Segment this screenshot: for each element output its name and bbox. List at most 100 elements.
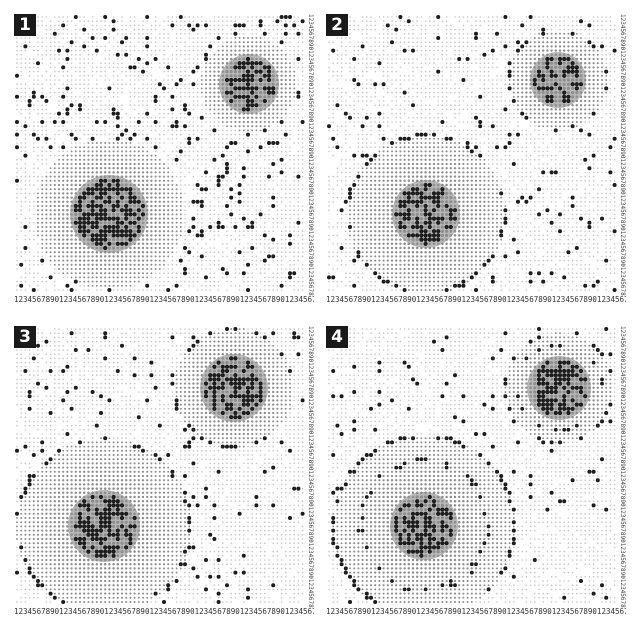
active-dot xyxy=(124,52,129,57)
background-dot xyxy=(16,171,18,174)
cluster-dot xyxy=(137,238,141,241)
background-dot xyxy=(374,45,376,48)
background-dot xyxy=(226,129,228,132)
background-dot xyxy=(259,28,262,31)
cluster-dot xyxy=(37,196,39,199)
background-dot xyxy=(28,222,31,224)
background-dot xyxy=(192,62,195,64)
background-dot xyxy=(24,100,27,102)
cluster-dot xyxy=(554,95,558,99)
background-dot xyxy=(285,20,287,22)
background-dot xyxy=(171,121,174,123)
background-dot xyxy=(45,150,48,153)
background-dot xyxy=(45,163,48,165)
active-dot xyxy=(279,40,284,45)
background-dot xyxy=(259,243,262,245)
cluster-dot xyxy=(571,74,575,78)
cluster-dot xyxy=(70,187,73,191)
cluster-dot xyxy=(225,99,229,103)
background-dot xyxy=(96,87,98,90)
background-dot xyxy=(353,75,355,77)
background-dot xyxy=(416,45,418,48)
cluster-dot xyxy=(246,49,250,52)
cluster-dot xyxy=(276,116,279,119)
background-dot xyxy=(28,268,31,270)
cluster-dot xyxy=(129,167,132,170)
cluster-dot xyxy=(537,82,541,86)
active-dot xyxy=(140,212,146,217)
cluster-dot xyxy=(579,70,583,73)
background-dot xyxy=(45,104,48,106)
background-dot xyxy=(96,45,98,48)
cluster-dot xyxy=(525,87,528,90)
background-dot xyxy=(196,125,199,127)
background-dot xyxy=(125,70,127,73)
background-dot xyxy=(83,100,85,102)
background-dot xyxy=(285,196,287,199)
background-dot xyxy=(180,62,182,64)
background-dot xyxy=(184,146,186,148)
background-dot xyxy=(609,45,612,48)
background-dot xyxy=(395,70,397,73)
cluster-dot xyxy=(516,74,520,77)
cluster-dot xyxy=(213,57,216,61)
background-dot xyxy=(297,16,300,18)
background-dot xyxy=(297,49,300,52)
background-dot xyxy=(255,28,258,31)
background-dot xyxy=(163,108,165,111)
background-dot xyxy=(289,112,291,115)
background-dot xyxy=(24,289,27,291)
cluster-dot xyxy=(141,187,145,191)
cluster-dot xyxy=(592,57,595,61)
background-dot xyxy=(66,150,69,153)
cluster-dot xyxy=(529,95,532,98)
cluster-dot xyxy=(516,83,520,86)
background-dot xyxy=(285,37,287,39)
background-dot xyxy=(180,280,182,283)
background-dot xyxy=(112,75,115,77)
background-dot xyxy=(154,45,157,48)
background-dot xyxy=(209,276,211,279)
background-dot xyxy=(154,117,157,119)
background-dot xyxy=(192,45,195,48)
background-dot xyxy=(230,20,232,22)
active-dot xyxy=(373,82,378,87)
background-dot xyxy=(361,83,364,85)
cluster-dot xyxy=(213,74,216,77)
background-dot xyxy=(268,154,270,157)
background-dot xyxy=(601,20,603,22)
background-dot xyxy=(230,180,232,182)
background-dot xyxy=(592,33,595,35)
cluster-dot xyxy=(217,116,220,119)
background-dot xyxy=(142,112,144,115)
background-dot xyxy=(576,24,578,27)
cluster-dot xyxy=(103,255,107,258)
cluster-dot xyxy=(238,37,241,39)
cluster-dot xyxy=(99,221,103,225)
background-dot xyxy=(171,75,174,77)
background-dot xyxy=(243,180,245,182)
cluster-dot xyxy=(167,221,170,224)
background-dot xyxy=(49,24,52,27)
background-dot xyxy=(251,280,253,283)
cluster-dot xyxy=(49,251,52,254)
cluster-dot xyxy=(78,272,82,275)
background-dot xyxy=(429,41,431,43)
background-dot xyxy=(276,37,279,39)
cluster-dot xyxy=(167,167,170,170)
cluster-dot xyxy=(200,79,203,81)
cluster-dot xyxy=(116,162,119,166)
background-dot xyxy=(293,259,296,262)
background-dot xyxy=(251,20,253,22)
cluster-dot xyxy=(246,41,250,44)
background-dot xyxy=(475,62,477,64)
background-dot xyxy=(289,150,291,153)
background-dot xyxy=(180,20,182,22)
background-dot xyxy=(201,133,203,136)
background-dot xyxy=(213,213,216,216)
active-dot xyxy=(250,246,255,250)
background-dot xyxy=(213,167,216,169)
background-dot xyxy=(159,146,161,148)
cluster-dot xyxy=(267,49,271,52)
active-dot xyxy=(119,233,125,238)
